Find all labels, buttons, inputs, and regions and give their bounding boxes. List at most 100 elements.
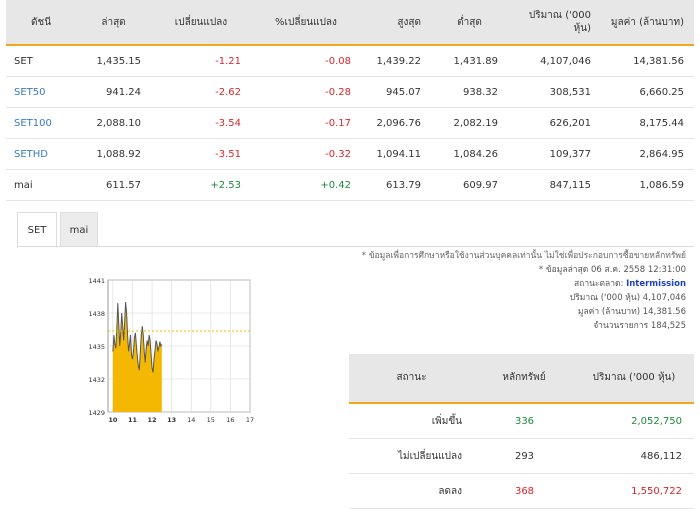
series-line [112, 301, 163, 373]
securities-count: 293 [474, 438, 574, 474]
volume-value: 847,115 [508, 169, 601, 201]
last-value: 1,088.92 [76, 138, 151, 170]
table-row: SET 1,435.15 -1.21 -0.08 1,439.22 1,431.… [6, 45, 694, 77]
market-tabs: SET mai [17, 212, 98, 248]
latest-update-value: 06 ส.ค. 2558 12:31:00 [590, 265, 686, 275]
advance-decline-table: สถานะ หลักทรัพย์ ปริมาณ ('000 หุ้น) เพิ่… [349, 354, 694, 509]
table-row: เพิ่มขึ้น 336 2,052,750 [349, 403, 694, 439]
last-value: 1,435.15 [76, 45, 151, 77]
low-value: 2,082.19 [431, 107, 508, 139]
value-value: 14,381.56 [642, 307, 686, 317]
low-value: 938.32 [431, 76, 508, 108]
securities-count: 368 [474, 473, 574, 509]
col-header-volume[interactable]: ปริมาณ ('000 หุ้น) [508, 0, 601, 46]
col-header-value[interactable]: มูลค่า (ล้านบาท) [601, 0, 694, 46]
col-header-high[interactable]: สูงสุด [361, 0, 431, 46]
index-name-sethd[interactable]: SETHD [6, 138, 76, 170]
change-value: -2.62 [151, 76, 251, 108]
value-value: 2,864.95 [601, 138, 694, 170]
latest-update-row: * ข้อมูลล่าสุด 06 ส.ค. 2558 12:31:00 [356, 263, 686, 277]
tab-divider [17, 246, 694, 247]
status-label: ไม่เปลี่ยนแปลง [349, 438, 474, 474]
disclaimer-note: * ข้อมูลเพื่อการศึกษาหรือใช้งานส่วนบุคคล… [361, 251, 686, 261]
col-header-stat-volume: ปริมาณ ('000 หุ้น) [574, 354, 694, 404]
latest-update-label: * ข้อมูลล่าสุด [538, 265, 589, 275]
table-row: SET100 2,088.10 -3.54 -0.17 2,096.76 2,0… [6, 107, 694, 139]
high-value: 1,439.22 [361, 45, 431, 77]
col-header-pct-change[interactable]: %เปลี่ยนแปลง [251, 0, 361, 46]
tab-set[interactable]: SET [17, 212, 57, 248]
x-tick-label: 11 [128, 416, 138, 424]
x-tick-label: 17 [246, 416, 254, 424]
y-tick-label: 1438 [88, 310, 105, 318]
index-table: ดัชนี ล่าสุด เปลี่ยนแปลง %เปลี่ยนแปลง สู… [6, 0, 694, 201]
status-label: เพิ่มขึ้น [349, 403, 474, 439]
value-row: มูลค่า (ล้านบาท) 14,381.56 [356, 305, 686, 319]
trades-label: จำนวนรายการ [593, 321, 649, 331]
high-value: 2,096.76 [361, 107, 431, 139]
col-header-change[interactable]: เปลี่ยนแปลง [151, 0, 251, 46]
market-info: * ข้อมูลเพื่อการศึกษาหรือใช้งานส่วนบุคคล… [356, 250, 686, 333]
last-value: 611.57 [76, 169, 151, 201]
table-row: SET50 941.24 -2.62 -0.28 945.07 938.32 3… [6, 76, 694, 108]
low-value: 609.97 [431, 169, 508, 201]
value-value: 8,175.44 [601, 107, 694, 139]
y-tick-label: 1435 [88, 343, 105, 351]
value-value: 6,660.25 [601, 76, 694, 108]
index-table-header: ดัชนี ล่าสุด เปลี่ยนแปลง %เปลี่ยนแปลง สู… [6, 0, 694, 46]
index-name-set50[interactable]: SET50 [6, 76, 76, 108]
x-tick-label: 15 [207, 416, 215, 424]
volume-value: 109,377 [508, 138, 601, 170]
pct-change-value: -0.32 [251, 138, 361, 170]
high-value: 1,094.11 [361, 138, 431, 170]
volume-row: ปริมาณ ('000 หุ้น) 4,107,046 [356, 291, 686, 305]
stat-volume: 2,052,750 [574, 403, 694, 439]
stat-table-header: สถานะ หลักทรัพย์ ปริมาณ ('000 หุ้น) [349, 354, 694, 404]
col-header-low[interactable]: ต่ำสุด [431, 0, 508, 46]
tab-mai[interactable]: mai [60, 212, 98, 247]
index-name-mai[interactable]: mai [6, 169, 76, 201]
stat-volume: 1,550,722 [574, 473, 694, 509]
x-tick-label: 10 [108, 416, 118, 424]
index-name-set[interactable]: SET [6, 45, 76, 77]
value-label: มูลค่า (ล้านบาท) [577, 307, 641, 317]
pct-change-value: -0.08 [251, 45, 361, 77]
volume-value: 626,201 [508, 107, 601, 139]
index-name-set100[interactable]: SET100 [6, 107, 76, 139]
col-header-index[interactable]: ดัชนี [6, 0, 76, 46]
trades-value: 184,525 [650, 321, 686, 331]
volume-value: 308,531 [508, 76, 601, 108]
market-status-row: สถานะตลาด: Intermission [356, 277, 686, 291]
table-row: mai 611.57 +2.53 +0.42 613.79 609.97 847… [6, 169, 694, 201]
col-header-securities: หลักทรัพย์ [474, 354, 574, 404]
x-tick-label: 13 [167, 416, 176, 424]
stat-volume: 486,112 [574, 438, 694, 474]
trades-row: จำนวนรายการ 184,525 [356, 319, 686, 333]
y-tick-label: 1429 [88, 409, 105, 417]
change-value: -3.54 [151, 107, 251, 139]
x-tick-label: 14 [187, 416, 195, 424]
change-value: +2.53 [151, 169, 251, 201]
col-header-last[interactable]: ล่าสุด [76, 0, 151, 46]
y-tick-label: 1432 [88, 376, 105, 384]
volume-value: 4,107,046 [508, 45, 601, 77]
volume-label: ปริมาณ ('000 หุ้น) [569, 293, 641, 303]
pct-change-value: +0.42 [251, 169, 361, 201]
market-status-value: Intermission [626, 279, 686, 289]
col-header-status: สถานะ [349, 354, 474, 404]
pct-change-value: -0.17 [251, 107, 361, 139]
market-status-label: สถานะตลาด: [573, 279, 624, 289]
table-row: SETHD 1,088.92 -3.51 -0.32 1,094.11 1,08… [6, 138, 694, 170]
change-value: -1.21 [151, 45, 251, 77]
pct-change-value: -0.28 [251, 76, 361, 108]
value-value: 14,381.56 [601, 45, 694, 77]
securities-count: 336 [474, 403, 574, 439]
low-value: 1,084.26 [431, 138, 508, 170]
status-label: ลดลง [349, 473, 474, 509]
y-tick-label: 1441 [88, 277, 105, 285]
change-value: -3.51 [151, 138, 251, 170]
low-value: 1,431.89 [431, 45, 508, 77]
high-value: 613.79 [361, 169, 431, 201]
table-row: ลดลง 368 1,550,722 [349, 473, 694, 509]
